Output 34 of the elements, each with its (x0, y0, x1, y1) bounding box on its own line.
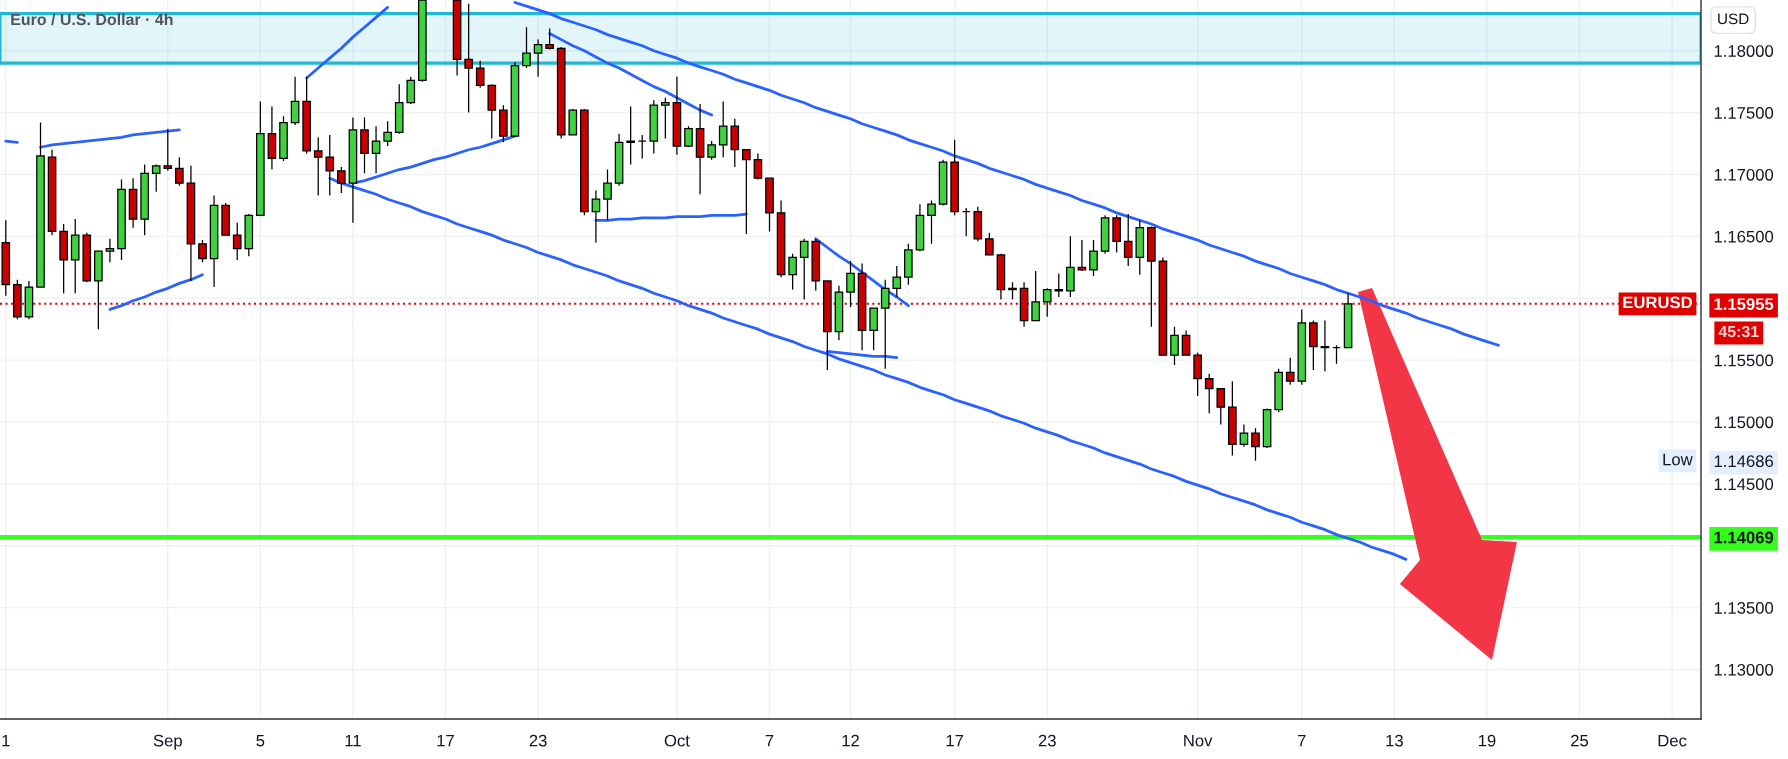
x-tick-label: 5 (256, 734, 265, 747)
y-axis-title: USD (1718, 13, 1749, 25)
y-tick-label: 1.14686 (1714, 455, 1774, 468)
x-tick-label: 13 (1386, 734, 1403, 747)
y-tick-label: 1.14069 (1714, 531, 1774, 544)
y-tick-label: 1.17000 (1714, 168, 1774, 181)
y-tick-label: 1.15500 (1714, 354, 1774, 367)
y-tick-label: 1.17500 (1714, 107, 1774, 119)
text: 45:31 (1718, 325, 1759, 338)
x-tick-label: 25 (1571, 734, 1589, 747)
x-tick-label: 23 (1038, 734, 1056, 747)
y-tick-label: 1.13000 (1714, 663, 1774, 676)
y-tick-label: 1.16500 (1714, 230, 1774, 243)
text: Euro / U.S. Dollar · 4h (11, 13, 173, 26)
y-tick-label: 1.13500 (1714, 602, 1774, 614)
x-tick-label: Dec (1658, 734, 1687, 747)
x-tick-label: 7 (765, 734, 774, 747)
x-tick-label: 7 (1298, 734, 1306, 747)
x-tick-label: Nov (1184, 734, 1213, 747)
y-tick-label: 1.15955 (1714, 298, 1774, 311)
annotation: Low (1663, 453, 1693, 466)
x-tick-label: 17 (437, 734, 454, 747)
x-tick-label: 12 (842, 734, 859, 747)
x-tick-label: 1 (2, 734, 10, 747)
y-tick-label: 1.18000 (1714, 45, 1774, 57)
x-tick-label: 11 (345, 734, 361, 747)
x-tick-label: 17 (946, 734, 964, 747)
x-tick-label: 23 (529, 734, 547, 747)
y-tick-label: 1.14500 (1714, 478, 1774, 491)
x-tick-label: 19 (1478, 734, 1496, 747)
x-tick-label: Oct (664, 734, 690, 747)
ref-line-label: EURUSD (1623, 296, 1692, 309)
x-tick-label: Sep (153, 734, 182, 750)
y-tick-label: 1.15000 (1714, 416, 1774, 429)
